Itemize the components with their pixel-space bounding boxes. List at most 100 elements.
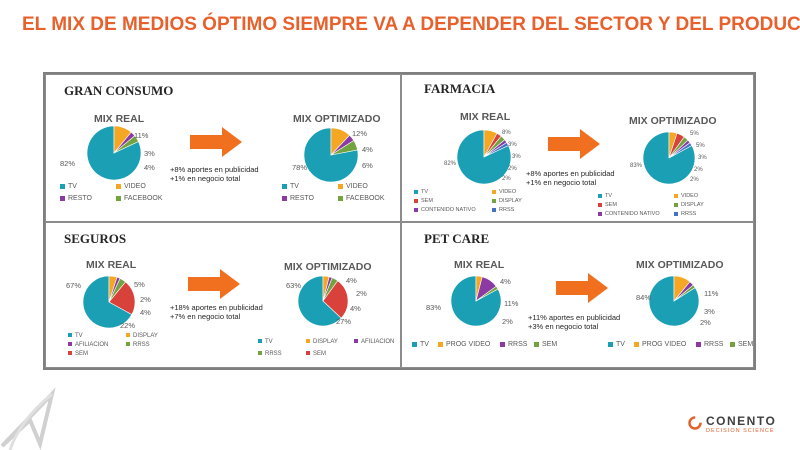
conento-logo: CONENTO DECISION SCIENCE	[688, 414, 788, 438]
pie-optimizado	[303, 127, 359, 183]
legend-item-rrss: RRSS	[258, 351, 282, 357]
pie-label: 2%	[700, 318, 711, 327]
pie-label: 4%	[346, 276, 357, 285]
legend-item-facebook: FACEBOOK	[338, 195, 385, 202]
mix-real-label: MIX REAL	[454, 259, 505, 271]
note-negocio: +1% en negocio total	[170, 174, 241, 183]
legend-item-tv: TV	[282, 183, 299, 190]
note-negocio: +3% en negocio total	[528, 322, 599, 331]
legend-item-tv: TV	[598, 193, 612, 199]
pie-slice-tv	[642, 131, 696, 185]
pie-label: 3%	[144, 149, 155, 158]
pie-slice-sem	[108, 281, 136, 315]
note-publicidad: +8% aportes en publicidad	[526, 169, 615, 178]
pie-slice-facebook	[330, 140, 358, 156]
pie-label: 84%	[636, 293, 652, 302]
legend-real: TV PROG VIDEO RRSS SEM	[412, 341, 582, 355]
legend-item-afiliacion: AFILIACION	[68, 342, 108, 348]
pie-real	[82, 275, 136, 329]
mix-optimizado-label: MIX OPTIMIZADO	[629, 115, 717, 127]
pie-slice-tv	[82, 275, 133, 329]
pie-label: 2%	[502, 317, 513, 326]
pie-real	[450, 275, 502, 327]
note-publicidad: +11% aportes en publicidad	[528, 313, 621, 322]
pie-slice-sem	[673, 284, 696, 302]
pie-label: 11%	[134, 131, 149, 140]
pie-label: 67%	[66, 281, 82, 290]
pie-label: 2%	[690, 177, 699, 183]
mix-real-label: MIX REAL	[460, 111, 511, 123]
pie-slice-facebook	[113, 135, 139, 154]
legend-item-rrss: RRSS	[492, 207, 514, 213]
panel-farmacia: FARMACIA MIX REAL MIX OPTIMIZADO +8% apo…	[401, 74, 754, 222]
pie-slice-rrss	[668, 142, 693, 159]
pie-label: 2%	[502, 176, 511, 182]
arrow-icon	[548, 129, 600, 159]
legend-item-video: VIDEO	[674, 193, 698, 199]
pie-label: 27%	[336, 317, 352, 326]
pie-label: 83%	[630, 163, 643, 169]
pie-slice-sem	[475, 285, 499, 302]
legend-real: TV VIDEO RESTO FACEBOOK	[60, 183, 180, 213]
pie-label: 2%	[356, 289, 367, 298]
legend-item-display: DISPLAY	[126, 333, 158, 339]
pie-real	[456, 129, 512, 185]
legend-item-tv: TV	[60, 183, 77, 190]
legend-item-tv: TV	[412, 341, 429, 348]
legend-item-resto: RESTO	[282, 195, 314, 202]
logo-name: CONENTO	[706, 414, 777, 428]
pie-label: 2%	[508, 166, 517, 172]
legend-item-tv: TV	[68, 333, 83, 339]
legend-item-facebook: FACEBOOK	[116, 195, 163, 202]
note-negocio: +7% en negocio total	[170, 312, 241, 321]
pie-label: 83%	[426, 303, 442, 312]
arrow-icon	[556, 273, 608, 303]
pie-label: 3%	[508, 142, 517, 148]
pie-label: 8%	[502, 130, 511, 136]
pie-label: 82%	[60, 159, 76, 168]
legend-item-sem: SEM	[68, 351, 88, 357]
legend-item-display: DISPLAY	[306, 339, 338, 345]
legend-item-prog-video: PROG VIDEO	[634, 341, 686, 348]
pie-label: 4%	[350, 304, 361, 313]
panel-title: PET CARE	[424, 231, 490, 246]
pie-slice-rrss	[483, 142, 509, 158]
legend-item-tv: TV	[608, 341, 625, 348]
mix-optimizado-label: MIX OPTIMIZADO	[293, 113, 381, 125]
pie-label: 11%	[704, 289, 719, 298]
pie-label: 11%	[504, 299, 519, 308]
legend-item-afiliacion: AFILIACION	[354, 339, 394, 345]
panel-title: GRAN CONSUMO	[64, 83, 174, 98]
pie-slice-sem	[322, 280, 349, 319]
pie-optimizado	[642, 131, 696, 185]
pie-label: 5%	[696, 143, 705, 149]
legend-item-tv: TV	[258, 339, 273, 345]
pie-label: 6%	[362, 161, 373, 170]
legend-item-display: DISPLAY	[492, 198, 522, 204]
pie-slice-tv	[297, 275, 342, 327]
legend-item-contenido-nativo: CONTENIDO NATIVO	[414, 207, 476, 213]
pie-label: 2%	[694, 167, 703, 173]
panel-pet-care: PET CARE MIX REAL MIX OPTIMIZADO +11% ap…	[401, 222, 754, 368]
pie-label: 5%	[690, 131, 699, 137]
charts-grid: GRAN CONSUMO MIX REAL MIX OPTIMIZADO +8%…	[43, 72, 756, 370]
legend-optimizado: TV VIDEO RESTO FACEBOOK	[282, 183, 402, 213]
panel-seguros: SEGUROS MIX REAL MIX OPTIMIZADO +18% apo…	[45, 222, 401, 368]
pie-label: 82%	[444, 161, 457, 167]
pie-optimizado	[648, 275, 700, 327]
legend-real: TV VIDEO SEM DISPLAY CONTENIDO NATIVO RR…	[414, 189, 544, 221]
mix-optimizado-label: MIX OPTIMIZADO	[284, 261, 372, 273]
legend-item-tv: TV	[414, 189, 428, 195]
logo-subtitle: DECISION SCIENCE	[706, 428, 775, 434]
legend-item-rrss: RRSS	[126, 342, 150, 348]
pie-label: 4%	[500, 277, 511, 286]
pie-label: 3%	[704, 307, 715, 316]
panel-gran-consumo: GRAN CONSUMO MIX REAL MIX OPTIMIZADO +8%…	[45, 74, 401, 222]
mix-real-label: MIX REAL	[86, 259, 137, 271]
legend-item-rrss: RRSS	[696, 341, 723, 348]
legend-item-video: VIDEO	[338, 183, 368, 190]
legend-item-sem: SEM	[534, 341, 557, 348]
legend-optimizado: TV VIDEO SEM DISPLAY CONTENIDO NATIVO RR…	[598, 193, 738, 225]
pie-label: 4%	[140, 308, 151, 317]
legend-item-video: VIDEO	[116, 183, 146, 190]
